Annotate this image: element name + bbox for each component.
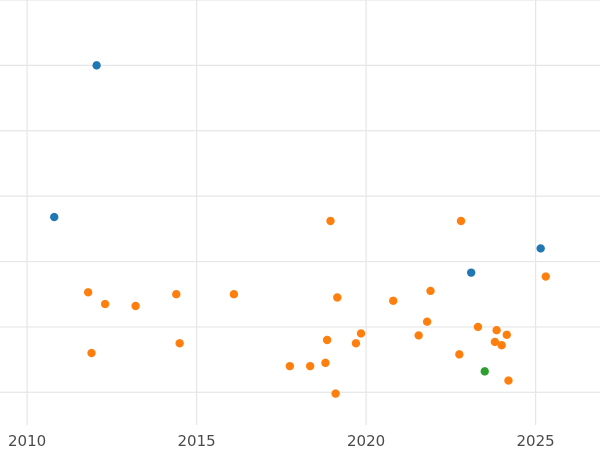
data-point — [333, 293, 342, 302]
data-point — [456, 216, 466, 226]
data-point — [455, 350, 464, 359]
data-points — [50, 61, 550, 398]
gridlines — [0, 0, 600, 425]
data-point — [414, 331, 423, 340]
data-point — [473, 322, 483, 332]
data-point — [426, 286, 435, 296]
data-point — [322, 335, 332, 345]
x-tick-label: 2025 — [516, 432, 554, 450]
data-point — [100, 299, 110, 309]
data-point — [541, 272, 550, 281]
data-point — [422, 317, 432, 326]
data-point — [50, 212, 59, 222]
x-tick-label: 2010 — [8, 432, 46, 450]
data-point — [497, 341, 506, 350]
data-point — [492, 325, 501, 335]
data-point — [536, 244, 545, 253]
data-point — [389, 296, 398, 305]
data-point — [356, 329, 366, 338]
data-point — [502, 330, 511, 339]
data-point — [229, 290, 239, 299]
x-tick-label: 2020 — [347, 432, 385, 450]
x-tick-label: 2015 — [178, 432, 216, 450]
data-point — [321, 358, 330, 368]
x-axis-tick-labels: 2010 2015 2020 2025 — [8, 432, 555, 450]
data-point — [504, 376, 513, 385]
data-point — [172, 290, 181, 299]
data-point — [285, 361, 295, 371]
data-point — [131, 301, 140, 311]
data-point — [480, 367, 489, 376]
data-point — [331, 389, 340, 398]
data-point — [490, 337, 500, 347]
data-point — [92, 61, 101, 70]
data-point — [87, 348, 96, 358]
data-point — [175, 339, 184, 348]
data-point — [305, 361, 315, 371]
data-point — [351, 339, 361, 348]
data-point — [326, 216, 335, 226]
data-point — [83, 288, 93, 297]
data-point — [466, 268, 476, 277]
